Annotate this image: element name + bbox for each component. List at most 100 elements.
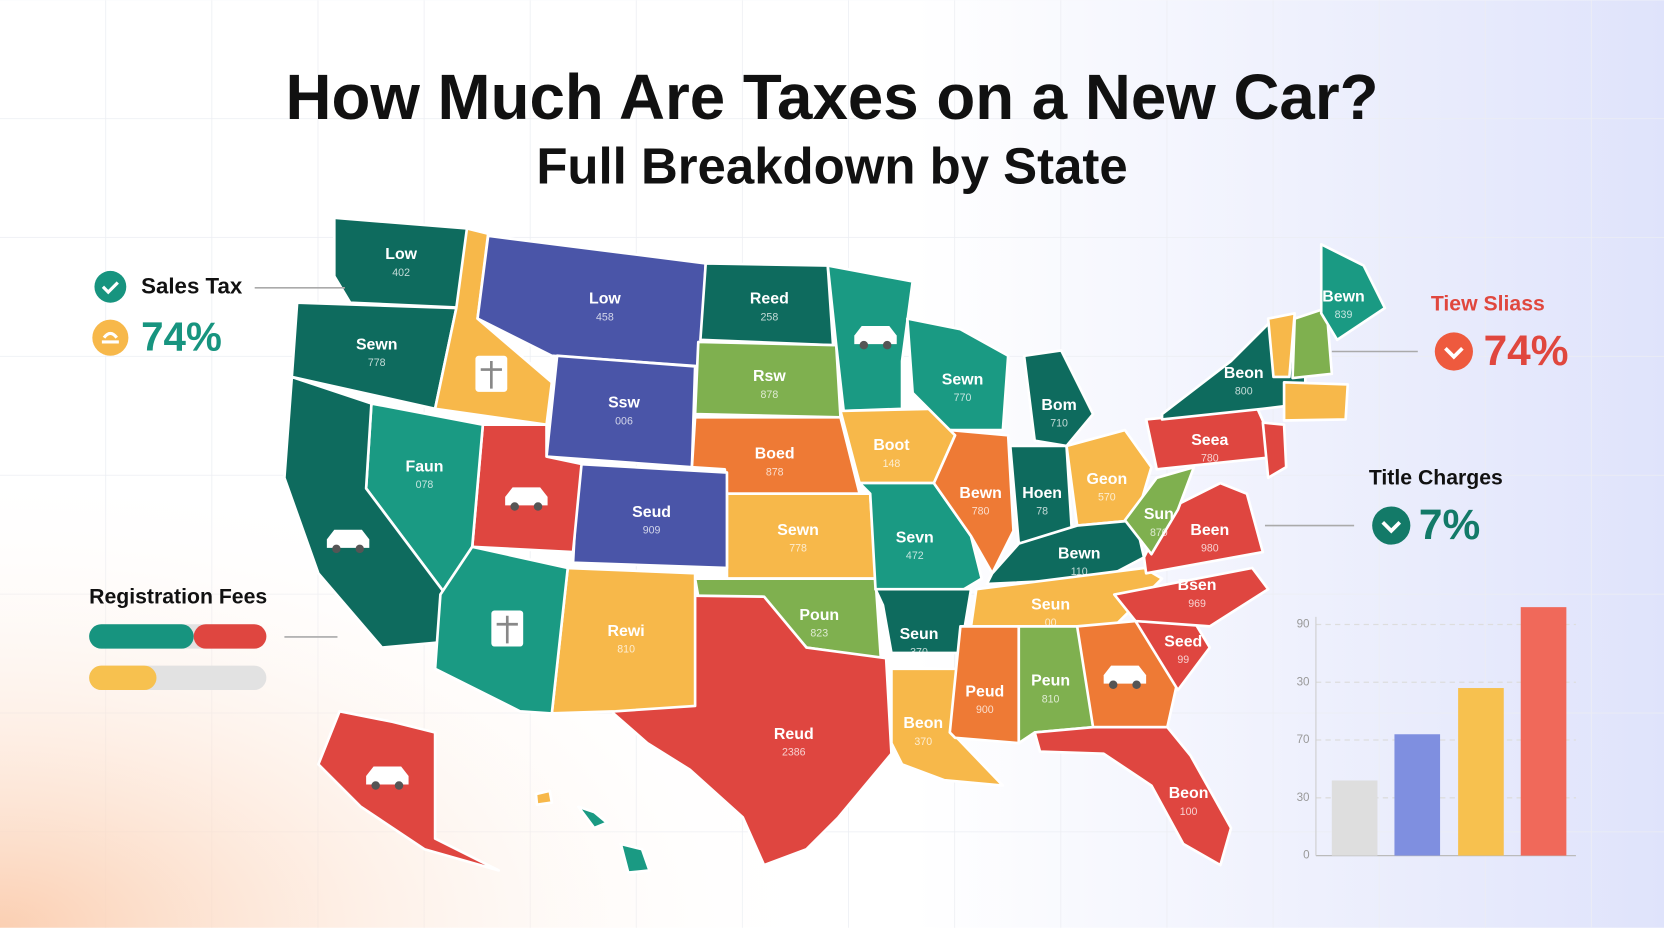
state-code: 458 <box>596 311 614 323</box>
state-name: Sewn <box>942 371 984 388</box>
car-wheel <box>510 502 519 511</box>
state-code: 2386 <box>782 746 806 758</box>
check-icon <box>1434 332 1473 371</box>
car-wheel <box>1108 680 1118 689</box>
state <box>577 805 609 830</box>
state-labels: Low 402 Sewn 778 Low 458 Reed 258 Ssw 006 Rsw 878 Bo… <box>356 246 1365 818</box>
state-code: 870 <box>1150 527 1168 539</box>
state-name: Peun <box>1031 673 1070 690</box>
state <box>1261 421 1288 480</box>
state-code: 258 <box>761 311 779 323</box>
state-name: Seud <box>632 504 671 521</box>
state-name: Ssw <box>608 395 640 412</box>
state-code: 810 <box>1042 693 1060 705</box>
state-code: 878 <box>761 389 779 401</box>
state-name: Reud <box>774 726 814 743</box>
state-code: 110 <box>1071 566 1088 578</box>
state-code: 472 <box>906 550 924 562</box>
state <box>1291 306 1334 380</box>
state <box>1282 380 1350 422</box>
state-code: 710 <box>1050 417 1068 429</box>
subtitle: Full Breakdown by State <box>536 137 1127 194</box>
check-icon <box>1372 506 1411 545</box>
car-icon <box>854 326 897 345</box>
state-name: Sun <box>1144 506 1174 523</box>
car-icon <box>366 766 409 785</box>
state-name: Boed <box>755 446 795 463</box>
state-code: 402 <box>392 267 410 279</box>
y-tick-label: 30 <box>1297 675 1310 688</box>
right-callout-value: 74% <box>1484 327 1569 374</box>
registration-fees-label: Registration Fees <box>89 585 267 608</box>
state-name: Seed <box>1164 633 1202 650</box>
state-code: 969 <box>1188 598 1206 610</box>
title: How Much Are Taxes on a New Car? <box>285 62 1378 133</box>
coin-glyph <box>101 331 119 344</box>
us-map <box>283 216 1387 874</box>
state <box>1319 243 1387 342</box>
y-tick-label: 90 <box>1297 618 1310 631</box>
state <box>874 587 973 655</box>
state-code: 878 <box>766 466 784 478</box>
state <box>948 625 1021 745</box>
state-code: 780 <box>972 506 990 518</box>
state-code: 370 <box>914 736 932 748</box>
state-code: 570 <box>1098 492 1116 504</box>
state-name: Sewn <box>356 336 398 353</box>
state-name: Bewn <box>1058 545 1100 562</box>
bar <box>1394 734 1441 856</box>
state-name: Low <box>385 246 417 263</box>
building-lines <box>496 615 518 644</box>
state-name: Beon <box>903 715 943 732</box>
progress-segment <box>89 624 194 649</box>
car-wheel <box>882 340 892 350</box>
state-name: Rsw <box>753 368 786 385</box>
state-code: 810 <box>617 644 635 656</box>
state-code: 823 <box>810 628 828 640</box>
state <box>932 428 1015 575</box>
registration-bars <box>89 624 267 691</box>
coin-icon <box>92 319 129 356</box>
state-name: Beon <box>1224 365 1264 382</box>
title-charges-label: Title Charges <box>1369 466 1503 489</box>
progress-segment <box>89 665 157 691</box>
state-name: Reed <box>750 291 789 308</box>
car-icon <box>1103 665 1147 684</box>
state-code: 770 <box>954 392 972 404</box>
state-code: 99 <box>1177 654 1189 666</box>
state-code: 006 <box>615 415 633 427</box>
state-name: Sevn <box>896 529 934 546</box>
state-code: 909 <box>643 525 661 537</box>
check-mark <box>1381 521 1402 534</box>
state-code: 778 <box>789 543 807 555</box>
state-name: Bewn <box>959 485 1001 502</box>
state-name: Been <box>1190 522 1229 539</box>
bar-chart: 0 30 70 30 90 <box>1297 607 1576 862</box>
state-name: Hoen <box>1022 485 1062 502</box>
progress-segment <box>193 624 267 649</box>
sales-tax-label: Sales Tax <box>141 274 243 299</box>
state <box>1033 725 1233 867</box>
car-wheel <box>394 781 404 790</box>
check-mark <box>1444 347 1464 360</box>
state <box>550 566 697 715</box>
state <box>906 317 1010 432</box>
car-wheel <box>1132 680 1141 689</box>
state-code: 778 <box>368 357 386 369</box>
check-mark <box>101 281 119 295</box>
state-name: Rewi <box>608 623 645 640</box>
state-code: 100 <box>1180 806 1198 818</box>
y-tick-label: 0 <box>1303 849 1310 862</box>
state-name: Bewn <box>1322 289 1364 306</box>
state-code: 078 <box>416 479 434 491</box>
car-wheel <box>859 340 869 350</box>
state-code: 780 <box>1201 452 1219 464</box>
car-wheel <box>371 781 380 790</box>
title-charges-value: 7% <box>1419 501 1480 548</box>
state-code: 148 <box>883 458 901 470</box>
car-wheel <box>332 544 341 554</box>
bar <box>1520 607 1567 856</box>
state-name: Sewn <box>777 522 819 539</box>
state-name: Seea <box>1191 432 1228 449</box>
